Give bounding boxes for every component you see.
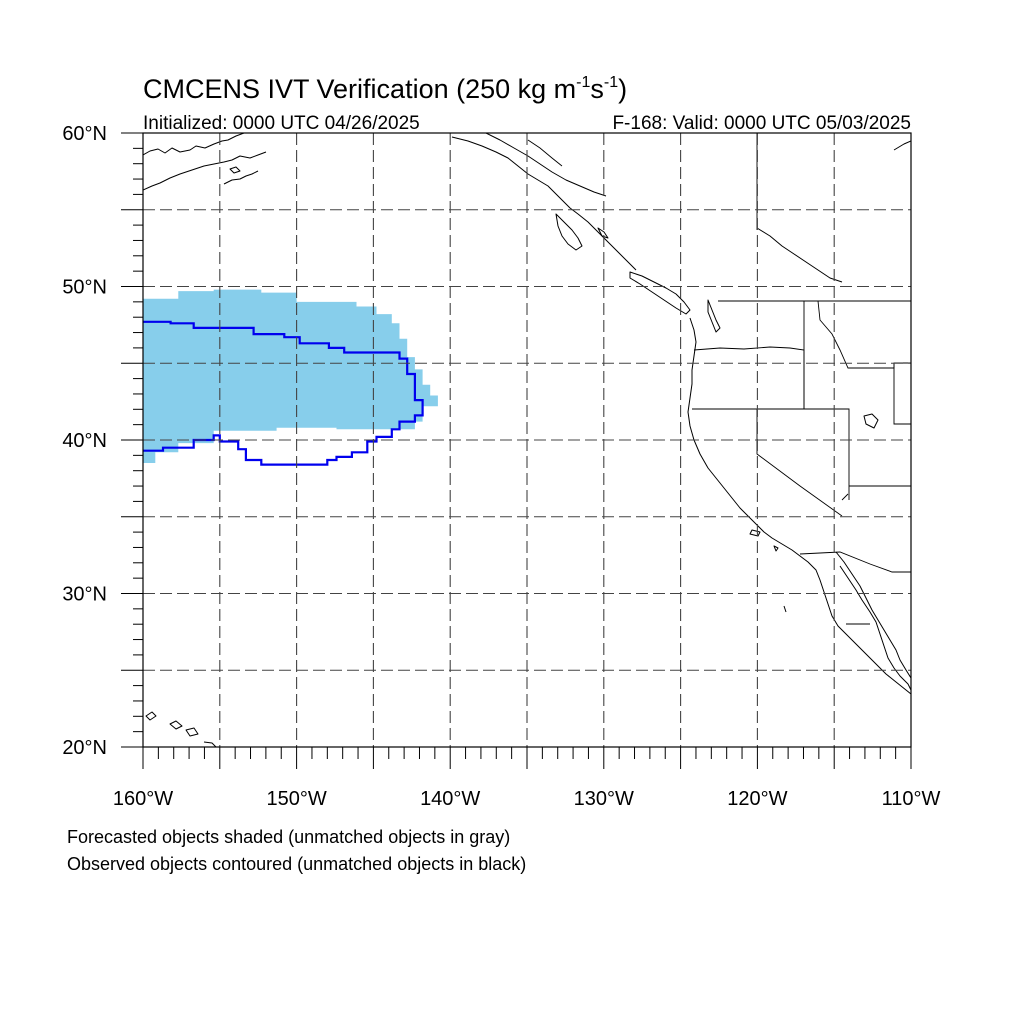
init-time-label: Initialized: 0000 UTC 04/26/2025 bbox=[143, 113, 420, 134]
longitude-labels: 160°W 150°W 140°W 130°W 120°W 110°W bbox=[113, 788, 941, 810]
lon-label: 120°W bbox=[727, 788, 787, 810]
valid-time-label: F-168: Valid: 0000 UTC 05/03/2025 bbox=[612, 113, 911, 134]
lon-label: 110°W bbox=[882, 788, 941, 810]
map-title: CMCENS IVT Verification (250 kg m-1s-1) bbox=[143, 74, 627, 104]
axis-ticks bbox=[121, 132, 912, 769]
lon-label: 160°W bbox=[113, 788, 173, 810]
footnote-forecast: Forecasted objects shaded (unmatched obj… bbox=[67, 827, 510, 847]
latitude-labels: 20°N 30°N 40°N 50°N 60°N bbox=[62, 123, 107, 759]
footnote-observed: Observed objects contoured (unmatched ob… bbox=[67, 854, 526, 874]
coastlines bbox=[143, 133, 911, 747]
lat-lon-grid bbox=[143, 133, 911, 747]
lat-label: 50°N bbox=[62, 277, 107, 299]
lon-label: 140°W bbox=[420, 788, 480, 810]
political-borders bbox=[527, 133, 911, 625]
lat-label: 40°N bbox=[62, 430, 107, 452]
lat-label: 60°N bbox=[62, 123, 107, 145]
lon-label: 150°W bbox=[266, 788, 326, 810]
lat-label: 30°N bbox=[62, 584, 107, 606]
lon-label: 130°W bbox=[574, 788, 634, 810]
forecast-object-shading bbox=[143, 289, 438, 463]
lat-label: 20°N bbox=[62, 737, 107, 759]
